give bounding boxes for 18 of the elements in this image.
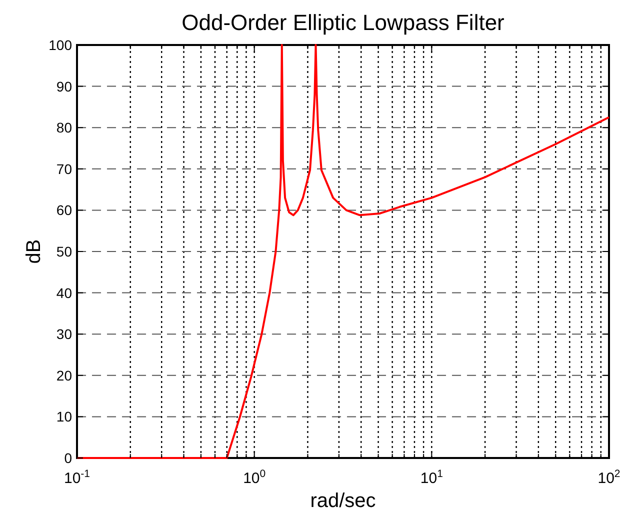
x-tick-label: 10$^{-1}$: [64, 468, 90, 487]
y-tick-label: 100: [48, 37, 72, 53]
x-axis-title: rad/sec: [310, 490, 376, 512]
chart-title: Odd-Order Elliptic Lowpass Filter: [182, 10, 504, 35]
y-tick-label: 0: [64, 450, 72, 466]
x-tick-label: 10$^{2}$: [598, 468, 620, 487]
y-tick-label: 10: [56, 408, 72, 425]
x-tick-label: 10$^{0}$: [243, 468, 266, 487]
y-tick-label: 20: [56, 367, 72, 384]
y-tick-label: 80: [56, 120, 72, 136]
y-tick-label: 40: [56, 284, 72, 301]
y-tick-label: 90: [56, 78, 72, 94]
y-axis-title: dB: [23, 239, 45, 264]
y-tick-label: 60: [56, 202, 72, 218]
y-tick-label: 30: [56, 326, 72, 342]
x-tick-label: 10$^{1}$: [420, 468, 444, 487]
y-tick-label: 70: [56, 160, 72, 177]
y-tick-label: 50: [56, 244, 72, 260]
